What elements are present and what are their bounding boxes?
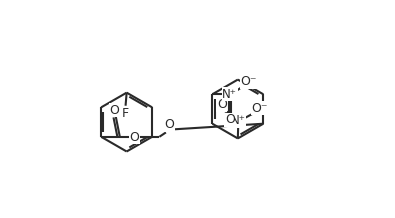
Text: N⁺: N⁺: [231, 114, 246, 128]
Text: O: O: [217, 98, 227, 111]
Text: O: O: [225, 113, 235, 126]
Text: O⁻: O⁻: [241, 75, 257, 88]
Text: O: O: [165, 118, 175, 131]
Text: O⁻: O⁻: [251, 102, 268, 115]
Text: F: F: [122, 107, 129, 120]
Text: O: O: [129, 131, 139, 144]
Text: N⁺: N⁺: [222, 88, 237, 101]
Text: O: O: [110, 104, 120, 117]
